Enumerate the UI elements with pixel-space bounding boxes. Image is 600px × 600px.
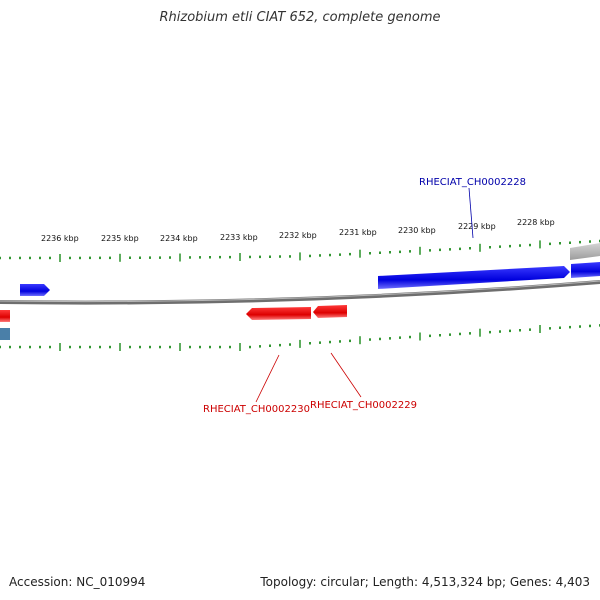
gene-feature[interactable] <box>313 305 347 318</box>
genome-backbone <box>0 280 600 305</box>
label-leader <box>468 187 474 239</box>
accession-label: Accession: NC_010994 <box>9 575 146 589</box>
scale-label: 2229 kbp <box>458 222 496 231</box>
map-title: Rhizobium etli CIAT 652, complete genome <box>159 10 441 25</box>
gene-label[interactable]: RHECIAT_CH0002229 <box>310 400 417 411</box>
scale-label: 2230 kbp <box>398 226 436 235</box>
gene-feature[interactable] <box>20 284 50 296</box>
scale-labels: 2228 kbp 2229 kbp 2230 kbp 2231 kbp 2232… <box>41 218 555 243</box>
scale-label: 2231 kbp <box>339 228 377 237</box>
label-leader <box>255 354 280 403</box>
gene-label[interactable]: RHECIAT_CH0002230 <box>203 404 310 415</box>
scale-label: 2236 kbp <box>41 234 79 243</box>
gene-label[interactable]: RHECIAT_CH0002228 <box>419 177 526 188</box>
lower-tick-scale <box>0 324 600 351</box>
gene-feature[interactable] <box>0 310 10 322</box>
scale-label: 2232 kbp <box>279 231 317 240</box>
genome-summary: Topology: circular; Length: 4,513,324 bp… <box>260 575 590 589</box>
scale-label: 2235 kbp <box>101 234 139 243</box>
gene-feature[interactable] <box>571 262 600 278</box>
gene-feature[interactable] <box>378 266 570 289</box>
gene-feature-other[interactable] <box>570 243 600 260</box>
scale-label: 2228 kbp <box>517 218 555 227</box>
label-leader <box>330 352 362 398</box>
scale-label: 2233 kbp <box>220 233 258 242</box>
upper-tick-scale <box>0 239 600 262</box>
gene-feature[interactable] <box>0 328 10 340</box>
scale-label: 2234 kbp <box>160 234 198 243</box>
gene-feature[interactable] <box>246 307 311 320</box>
